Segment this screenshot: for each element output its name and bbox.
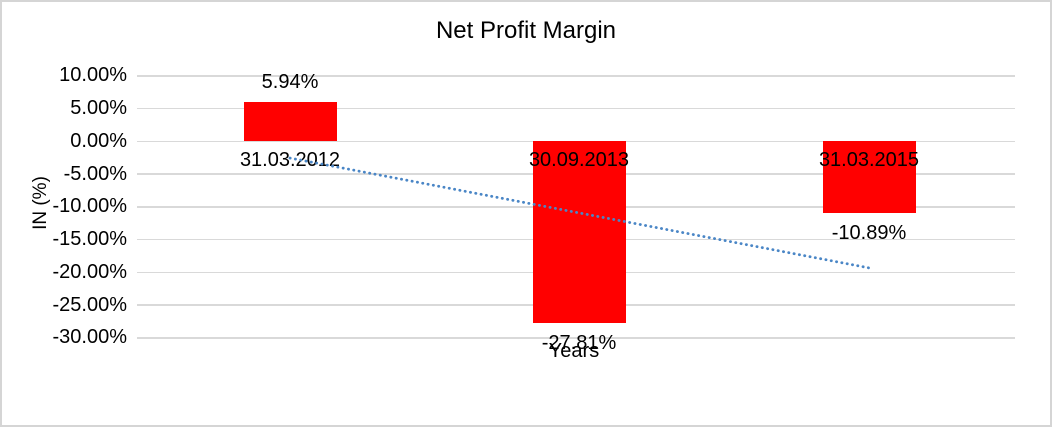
category-label: 31.03.2012 — [239, 149, 341, 171]
y-axis-tick-label: -20.00% — [52, 260, 128, 283]
y-axis-tick-label: -25.00% — [52, 293, 128, 316]
chart-title: Net Profit Margin — [435, 17, 617, 44]
gridline — [137, 107, 1015, 110]
y-axis-tick-label: -5.00% — [63, 162, 127, 185]
gridline — [137, 337, 1015, 339]
y-axis-tick-label: 10.00% — [59, 64, 127, 87]
bar-data-label: -27.81% — [541, 332, 617, 355]
bar-31.03.2012 — [243, 102, 337, 142]
category-label: 31.03.2015 — [818, 149, 920, 171]
y-axis-tick-label: -10.00% — [52, 195, 128, 218]
y-axis-tick-label: -30.00% — [52, 326, 128, 349]
gridline — [137, 75, 1015, 77]
category-label: 30.09.2013 — [528, 149, 630, 171]
y-axis-tick-label: 5.00% — [70, 97, 127, 120]
bar-data-label: 5.94% — [261, 71, 319, 94]
x-axis-title: Years — [548, 340, 600, 362]
y-axis-tick-label: 0.00% — [70, 129, 127, 152]
bar-data-label: -10.89% — [831, 221, 907, 244]
y-axis-tick-label: -15.00% — [52, 228, 128, 251]
